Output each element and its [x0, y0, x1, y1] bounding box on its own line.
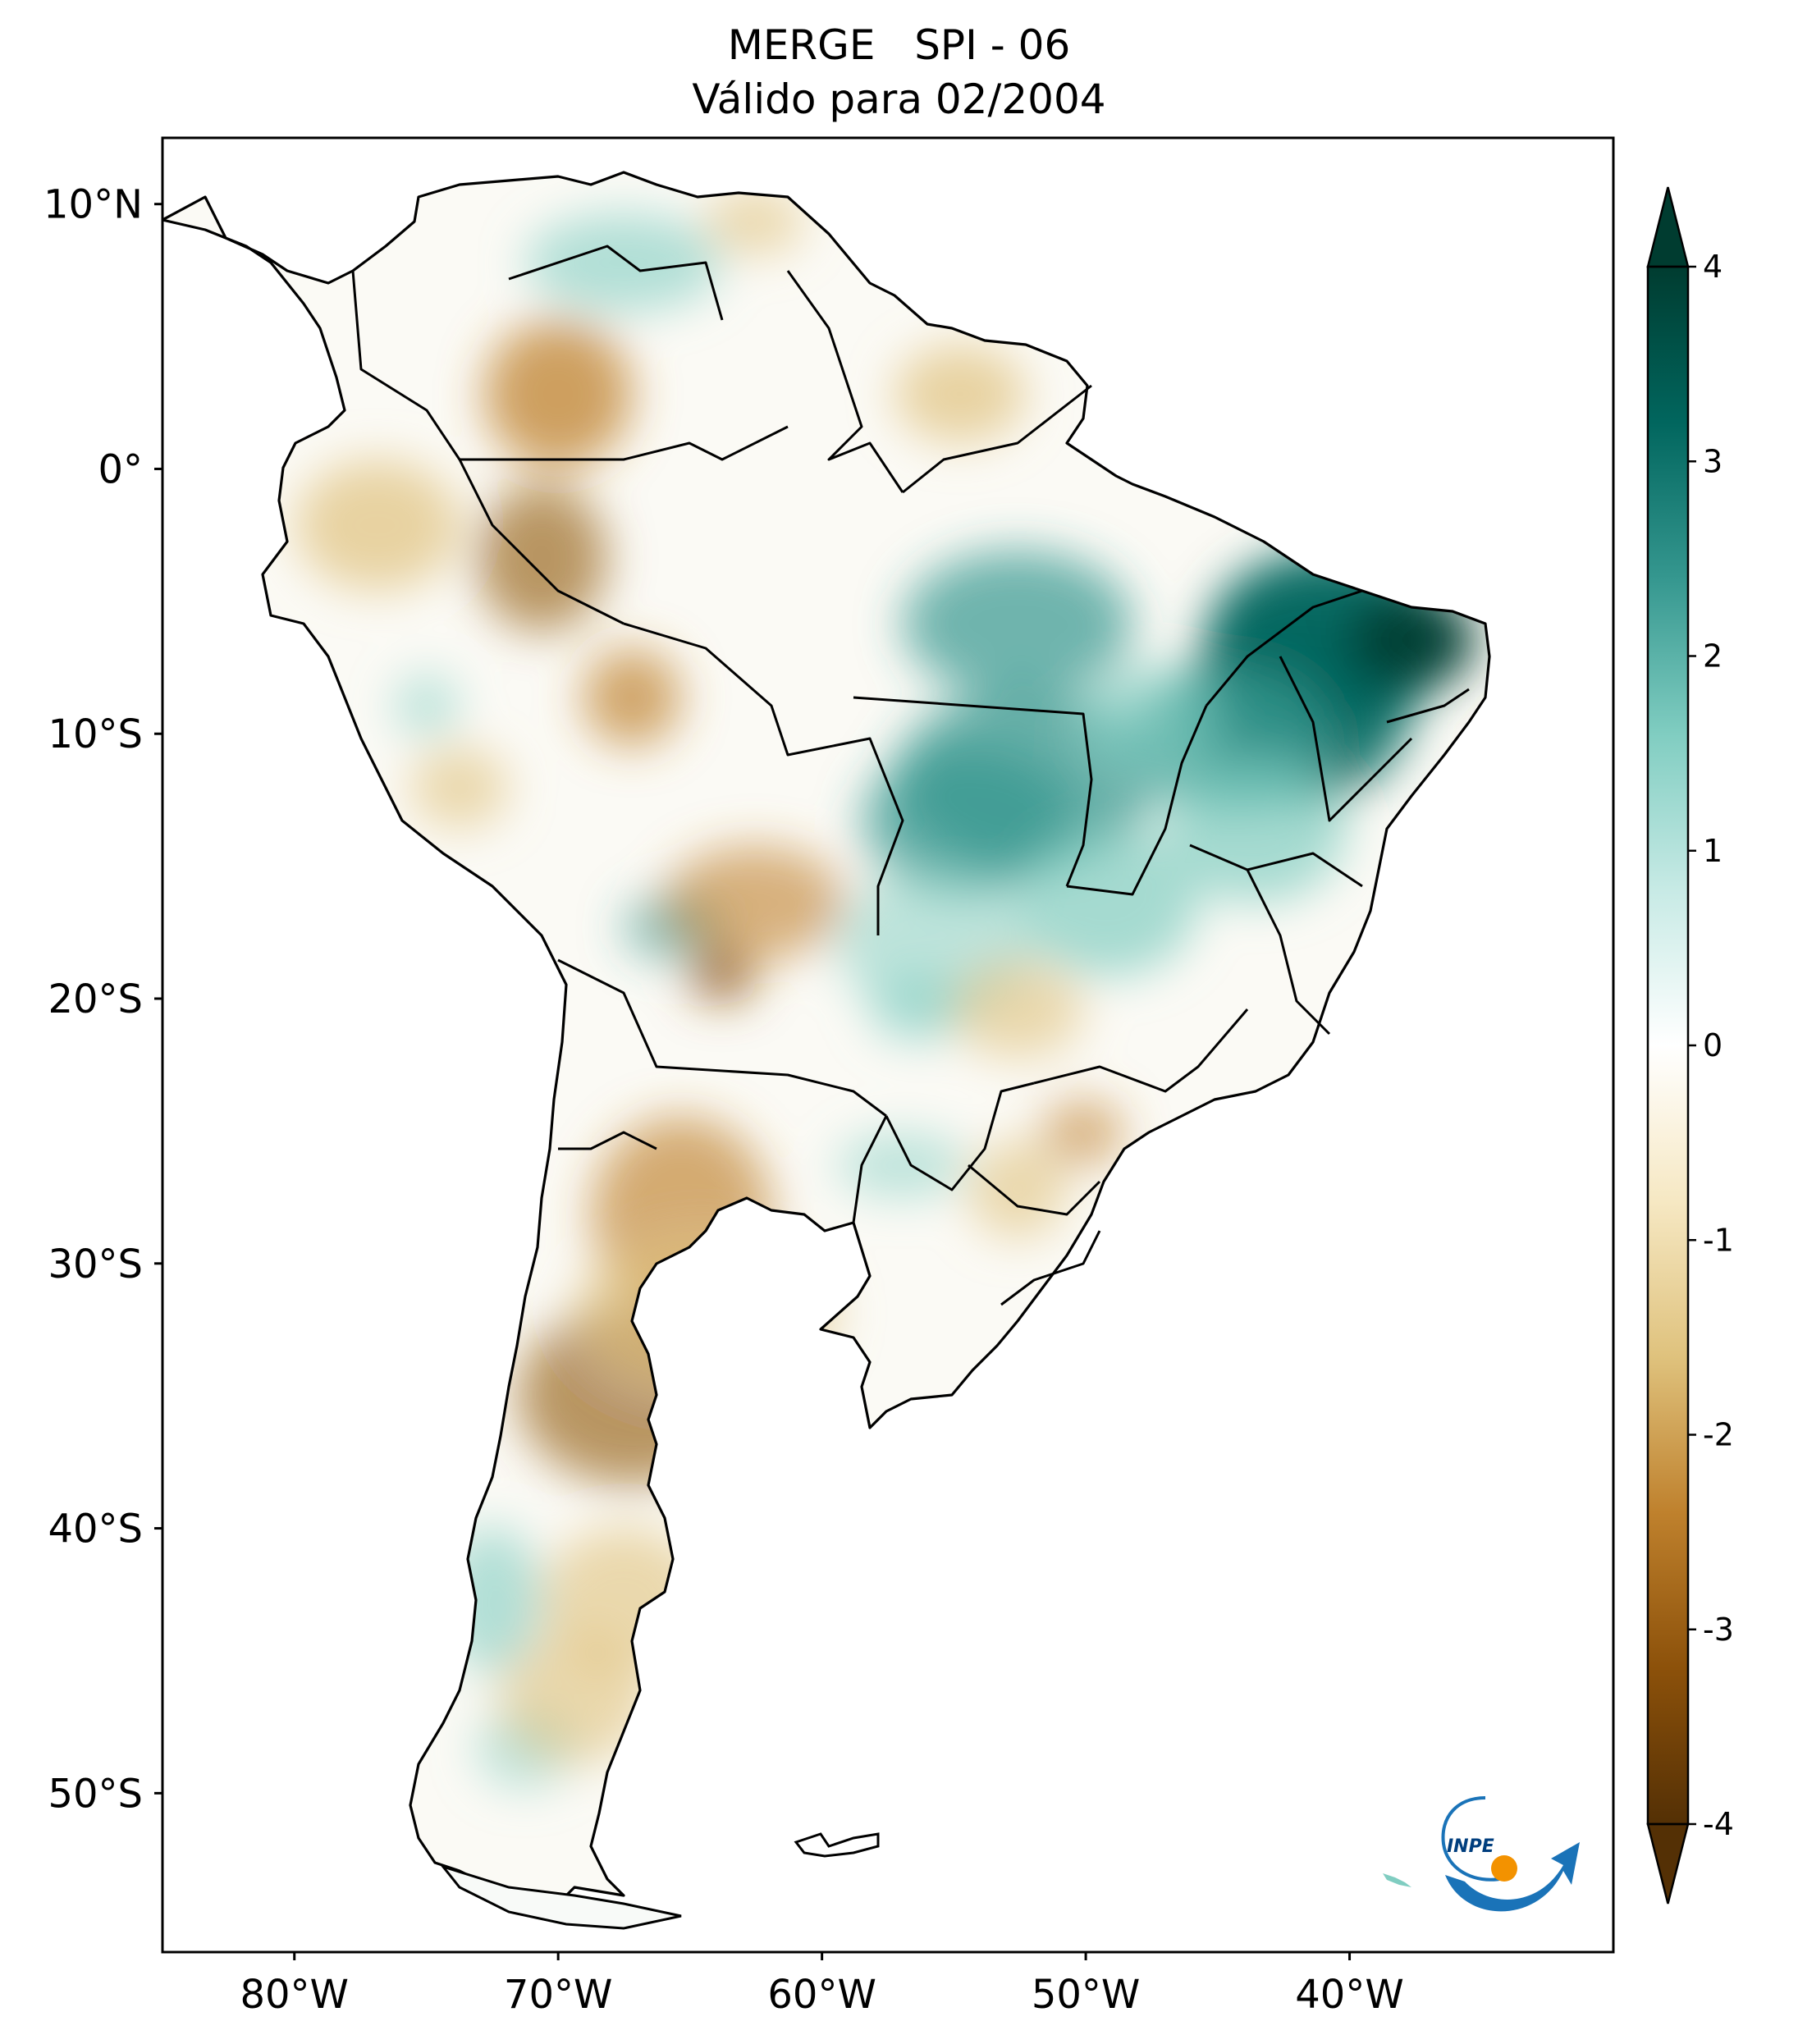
spi-anomaly-field [295, 189, 1477, 1789]
colorbar-tick-label: -1 [1703, 1222, 1734, 1258]
colorbar: 4 3 2 1 0 -1 -2 -3 -4 [1646, 186, 1734, 1905]
colorbar-ticks: 4 3 2 1 0 -1 -2 -3 -4 [1688, 249, 1734, 1842]
colorbar-tick-label: -4 [1703, 1806, 1734, 1842]
lat-tick-label: 0° [98, 446, 143, 492]
lon-tick-label: 40°W [1295, 1972, 1404, 2018]
coastline [162, 171, 1491, 1905]
border-line [853, 696, 1093, 887]
logo-sun-icon [1491, 1855, 1517, 1882]
colorbar-tick-label: 4 [1703, 249, 1723, 285]
latitude-axis: 10°N 0° 10°S 20°S 30°S 40°S 50°S [43, 182, 162, 1817]
border-line [968, 1164, 1101, 1216]
border-line [786, 270, 904, 493]
border-line [558, 1131, 657, 1150]
lat-tick-label: 10°N [43, 182, 143, 228]
logo-orbit-icon [1441, 1796, 1505, 1882]
lat-tick-label: 10°S [48, 711, 143, 757]
lat-tick-label: 50°S [48, 1771, 143, 1817]
falkland-islands [794, 1832, 880, 1858]
title-line-2: Válido para 02/2004 [692, 75, 1106, 123]
plot-frame [161, 136, 1615, 1954]
lat-tick-label: 40°S [48, 1507, 143, 1552]
border-line [852, 1115, 888, 1223]
border-line [1279, 656, 1413, 822]
border-line [557, 958, 887, 1118]
border-line [623, 622, 904, 935]
lon-tick-label: 70°W [504, 1972, 613, 2018]
border-line [1000, 1230, 1101, 1306]
south-georgia-island [1383, 1873, 1411, 1887]
border-line [1386, 688, 1470, 724]
longitude-axis: 80°W 70°W 60°W 50°W 40°W [240, 1952, 1404, 2018]
map-title: MERGE SPI - 06 Válido para 02/2004 [0, 18, 1798, 126]
lon-tick-label: 80°W [240, 1972, 349, 2018]
lon-tick-label: 60°W [767, 1972, 876, 2018]
border-line [1205, 589, 1363, 706]
tierra-del-fuego [439, 1864, 682, 1930]
colorbar-tick-label: 3 [1703, 443, 1723, 479]
logo-text: INPE [1447, 1836, 1494, 1857]
border-line [885, 1081, 1035, 1191]
political-borders [351, 245, 1470, 1306]
lat-tick-label: 30°S [48, 1241, 143, 1287]
border-line [1066, 705, 1208, 896]
border-line [1033, 1008, 1249, 1093]
border-line [1247, 852, 1363, 888]
colorbar-extend-top [1646, 186, 1690, 268]
islands [439, 1832, 1411, 1930]
logo-swoosh-icon [1445, 1842, 1580, 1912]
lon-tick-label: 50°W [1032, 1972, 1141, 2018]
border-line [1189, 844, 1331, 1036]
colorbar-body [1648, 267, 1688, 1824]
title-line-1: MERGE SPI - 06 [727, 21, 1071, 69]
colorbar-tick-label: 2 [1703, 638, 1723, 674]
border-line [902, 384, 1092, 494]
lat-tick-label: 20°S [48, 976, 143, 1022]
colorbar-extend-bottom [1646, 1822, 1690, 1905]
colorbar-tick-label: -2 [1703, 1417, 1734, 1453]
colorbar-tick-label: 1 [1703, 833, 1723, 869]
colorbar-tick-label: 0 [1703, 1027, 1723, 1063]
colorbar-tick-label: -3 [1703, 1612, 1734, 1648]
inpe-logo: INPE [1441, 1796, 1580, 1912]
border-line [508, 245, 724, 321]
border-line [460, 425, 789, 461]
